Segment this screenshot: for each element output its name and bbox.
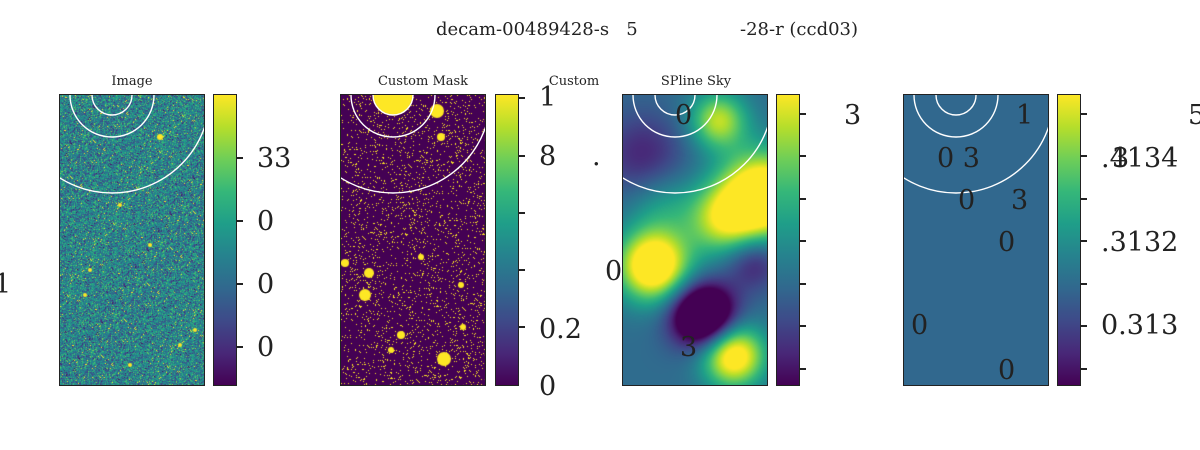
spline-cbar-label: 3 [844,100,862,131]
mask-cbar-tick [519,326,525,328]
aperture-circle [69,95,155,138]
aperture-circle [350,95,436,138]
spline-cbar-tick [800,240,806,242]
mask-cbar-tick [519,155,525,157]
image-cbar-label: 0 [257,332,275,363]
flat-cbar-tick [1081,113,1087,115]
spline-cbar-tick [800,198,806,200]
mask-cbar-label: 0.2 [539,314,582,345]
spline-cbar-tick [800,325,806,327]
spline-cbar-tick [800,283,806,285]
stray-label: . [592,141,601,172]
flat-cbar-label: 0.313 [1101,310,1179,341]
flat-cbar-tick [1081,368,1087,370]
flat-cbar-tick [1081,155,1087,157]
figure-title-right: -28-r (ccd03) [740,19,859,40]
flat-cbar-tick [1081,325,1087,327]
mask-heatmap [341,95,485,385]
image-cbar-label: 0 [257,206,275,237]
stray-label: 3 [680,332,698,363]
aperture-circle [623,126,767,194]
aperture-circle [60,126,204,194]
aperture-circle [935,95,977,116]
aperture-circle [913,95,999,138]
image-cbar-tick [237,346,243,348]
spline-colorbar [776,94,800,386]
image-cbar-tick [237,157,243,159]
stray-label: 0 [958,185,976,216]
stray-label: 0 [998,227,1016,258]
spline-sky-panel [622,94,768,386]
panel-title-mask: Custom Mask [377,74,469,89]
aperture-circle [372,95,414,116]
image-cbar-label: 33 [257,143,292,174]
aperture-circle [341,126,485,194]
aperture-circle [91,95,133,116]
mask-cbar-tick [519,212,525,214]
aperture-circle [904,126,1048,194]
figure-title-left: decam-00489428-s 5 [436,19,638,40]
aperture-circle [632,95,718,138]
flat-cbar-tick [1081,240,1087,242]
stray-label: 0 [998,355,1016,386]
flat-colorbar [1057,94,1081,386]
panel-title-image: Image [111,74,153,89]
image-heatmap [60,95,204,385]
panel-title-custom: Custom [548,74,600,89]
image-cbar-tick [237,283,243,285]
image-panel [59,94,205,386]
mask-cbar-tick [519,269,525,271]
stray-label: 1 [0,269,12,300]
panel-title-spline: SPline Sky [660,74,732,89]
image-cbar-label: 0 [257,269,275,300]
flat-cbar-label: .3132 [1101,227,1179,258]
flat-cbar-tick [1081,198,1087,200]
mask-cbar-tick [519,97,525,99]
spline-cbar-tick [800,113,806,115]
mask-circles [341,95,485,194]
stray-label: 0 [675,100,693,131]
stray-label: 5 [1188,100,1200,131]
flat-cbar-tick [1081,283,1087,285]
spline-cbar-tick [800,155,806,157]
stray-label: 3 [1112,143,1130,174]
spline-sky-heatmap [623,95,767,385]
stray-label: 1 [1016,100,1034,131]
aperture-circle [654,95,696,116]
mask-cbar-label: 8 [539,141,557,172]
flat-circles [904,95,1048,194]
stray-label: 0 [911,310,929,341]
flat-sky-panel [903,94,1049,386]
mask-cbar-label: 1 [539,82,557,113]
stray-label: 3 [1011,185,1029,216]
flat-cbar-label: .4134 [1101,143,1179,174]
image-circles [60,95,204,194]
spline-circles [623,95,767,194]
image-cbar-tick [237,220,243,222]
stray-label: 0 [605,256,623,287]
spline-cbar-tick [800,368,806,370]
mask-panel [340,94,486,386]
mask-colorbar [495,94,519,386]
image-colorbar [213,94,237,386]
mask-cbar-label: 0 [539,371,557,402]
stray-label: 0 3 [937,143,980,174]
